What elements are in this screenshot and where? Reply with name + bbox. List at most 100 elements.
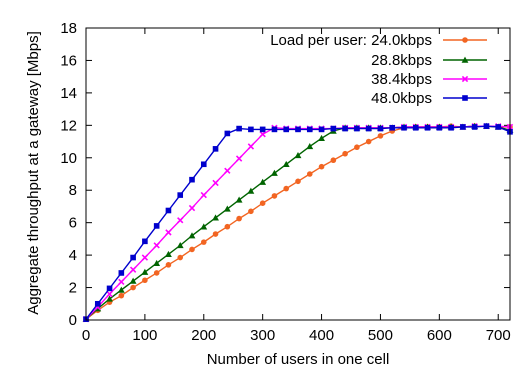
data-point: [200, 161, 207, 168]
plot-frame: [85, 27, 511, 321]
legend-entry: 38.4kbps: [371, 71, 487, 88]
data-point: [106, 285, 113, 292]
data-point: [294, 151, 302, 159]
data-point: [306, 143, 314, 150]
legend-swatch-marker: [461, 56, 469, 63]
data-point: [141, 254, 149, 261]
legend-label: Load per user: 24.0kbps: [270, 32, 432, 49]
data-point: [118, 292, 125, 299]
data-point: [283, 185, 290, 192]
data-point: [200, 239, 207, 245]
data-point: [130, 254, 136, 261]
data-point: [471, 124, 478, 130]
data-point: [165, 250, 172, 258]
series-1: [82, 122, 514, 322]
legend-label: 28.8kbps: [371, 52, 432, 69]
y-tick-label: 16: [60, 52, 77, 69]
data-point: [342, 150, 348, 157]
data-point: [200, 191, 207, 199]
data-point: [188, 232, 196, 239]
data-point: [354, 144, 360, 151]
y-tick-label: 10: [60, 150, 77, 167]
y-tick-label: 2: [69, 280, 77, 297]
data-point: [306, 126, 313, 133]
data-point: [448, 124, 454, 131]
data-point: [424, 124, 431, 131]
y-tick-label: 8: [69, 182, 77, 199]
data-point: [177, 217, 184, 224]
data-point: [259, 178, 267, 185]
data-point: [129, 266, 137, 273]
data-point: [436, 124, 443, 131]
data-point: [401, 124, 407, 131]
data-point: [117, 286, 125, 293]
legend-swatch-marker: [462, 95, 468, 101]
data-point: [282, 160, 290, 167]
data-point: [212, 179, 219, 187]
legend-entry: Load per user: 24.0kbps: [270, 32, 487, 49]
data-point: [389, 124, 396, 131]
data-point: [224, 167, 231, 174]
data-point: [259, 126, 266, 133]
data-point: [247, 187, 255, 194]
x-tick-label: 500: [368, 327, 393, 344]
data-point: [212, 231, 219, 237]
data-point: [224, 223, 231, 230]
data-point: [153, 242, 160, 249]
data-point: [189, 176, 195, 183]
data-point: [118, 278, 125, 286]
data-point: [295, 178, 301, 185]
data-point: [177, 254, 184, 261]
axis-ticks: 0 100 200 300 400 500 600 700 0 2 4 6 8 10 12 14 16 18: [60, 20, 510, 344]
data-point: [142, 238, 148, 245]
legend: Load per user: 24.0kbps 28.8kbps 38.4kbps 4…: [270, 32, 487, 107]
x-tick-label: 700: [486, 327, 511, 344]
data-point: [460, 124, 466, 130]
y-tick-label: 14: [60, 85, 77, 102]
legend-label: 48.0kbps: [371, 90, 432, 107]
data-point: [224, 130, 231, 137]
data-point: [165, 229, 172, 236]
data-point: [248, 208, 254, 215]
data-point: [365, 138, 372, 145]
y-axis-label: Aggregate throughput at a gateway [Mbps]: [25, 31, 42, 315]
data-point: [259, 131, 266, 138]
data-point: [271, 126, 278, 133]
data-point: [495, 124, 502, 130]
data-point: [483, 123, 490, 129]
data-point: [165, 262, 172, 268]
y-tick-label: 6: [69, 215, 77, 232]
data-point: [223, 205, 231, 212]
data-point: [118, 270, 125, 276]
data-point: [106, 290, 113, 298]
data-point: [153, 223, 160, 229]
data-point: [130, 284, 136, 291]
data-point: [283, 126, 290, 133]
data-point: [259, 200, 266, 206]
data-point: [318, 126, 325, 133]
x-tick-label: 0: [82, 327, 90, 344]
data-point: [106, 295, 113, 302]
data-point: [318, 134, 325, 142]
data-point: [200, 223, 208, 230]
data-point: [354, 125, 360, 132]
y-tick-label: 18: [60, 20, 77, 37]
data-point: [212, 214, 219, 221]
data-point: [165, 207, 172, 214]
data-point: [377, 125, 384, 132]
data-point: [318, 163, 325, 170]
data-point: [271, 193, 278, 199]
data-point: [212, 146, 219, 152]
x-tick-label: 600: [427, 327, 452, 344]
data-point: [236, 215, 242, 222]
x-tick-label: 200: [191, 327, 216, 344]
data-point: [247, 143, 255, 150]
data-point: [153, 270, 160, 276]
legend-entry: 48.0kbps: [371, 90, 487, 107]
y-tick-label: 0: [69, 312, 77, 329]
data-point: [176, 241, 184, 249]
data-point: [235, 196, 243, 203]
data-point: [235, 155, 243, 162]
legend-entry: 28.8kbps: [371, 52, 487, 69]
